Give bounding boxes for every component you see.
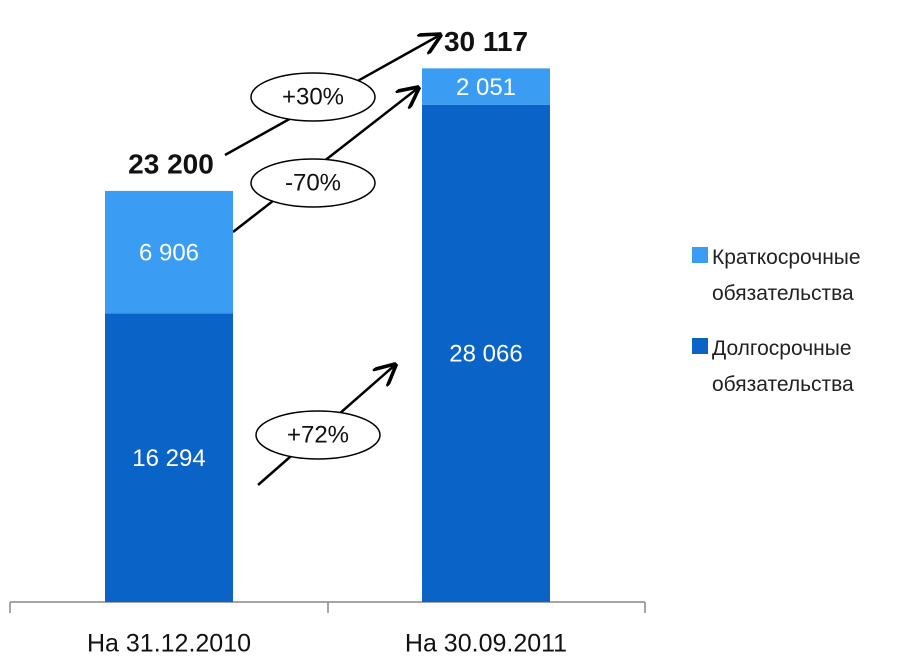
bar-segment	[105, 190, 233, 314]
value-label: 16 294	[132, 445, 205, 472]
annotation: +30%	[282, 83, 344, 110]
legend-swatch	[692, 247, 708, 263]
value-label: 28 066	[449, 341, 522, 368]
value-label: 2 051	[456, 74, 516, 101]
legend-label: Долгосрочные обязательства	[712, 337, 854, 396]
value-label: 6 906	[139, 239, 199, 266]
annotation: -70%	[285, 169, 341, 196]
total-label: 23 200	[128, 148, 214, 179]
x-tick-label: На 30.09.2011	[405, 630, 567, 658]
annotation-bubble	[250, 72, 376, 122]
total-label: 30 117	[444, 26, 528, 57]
bar-segment	[105, 313, 233, 602]
x-tick-label: На 31.12.2010	[87, 630, 251, 658]
annotation-bubble	[255, 410, 381, 460]
annotation: +72%	[287, 421, 349, 448]
bar-segment	[422, 104, 550, 602]
legend-swatch	[692, 338, 708, 354]
bar-segment	[422, 68, 550, 105]
annotation-bubble	[250, 158, 376, 208]
legend-label: Краткосрочные обязательства	[712, 246, 861, 305]
